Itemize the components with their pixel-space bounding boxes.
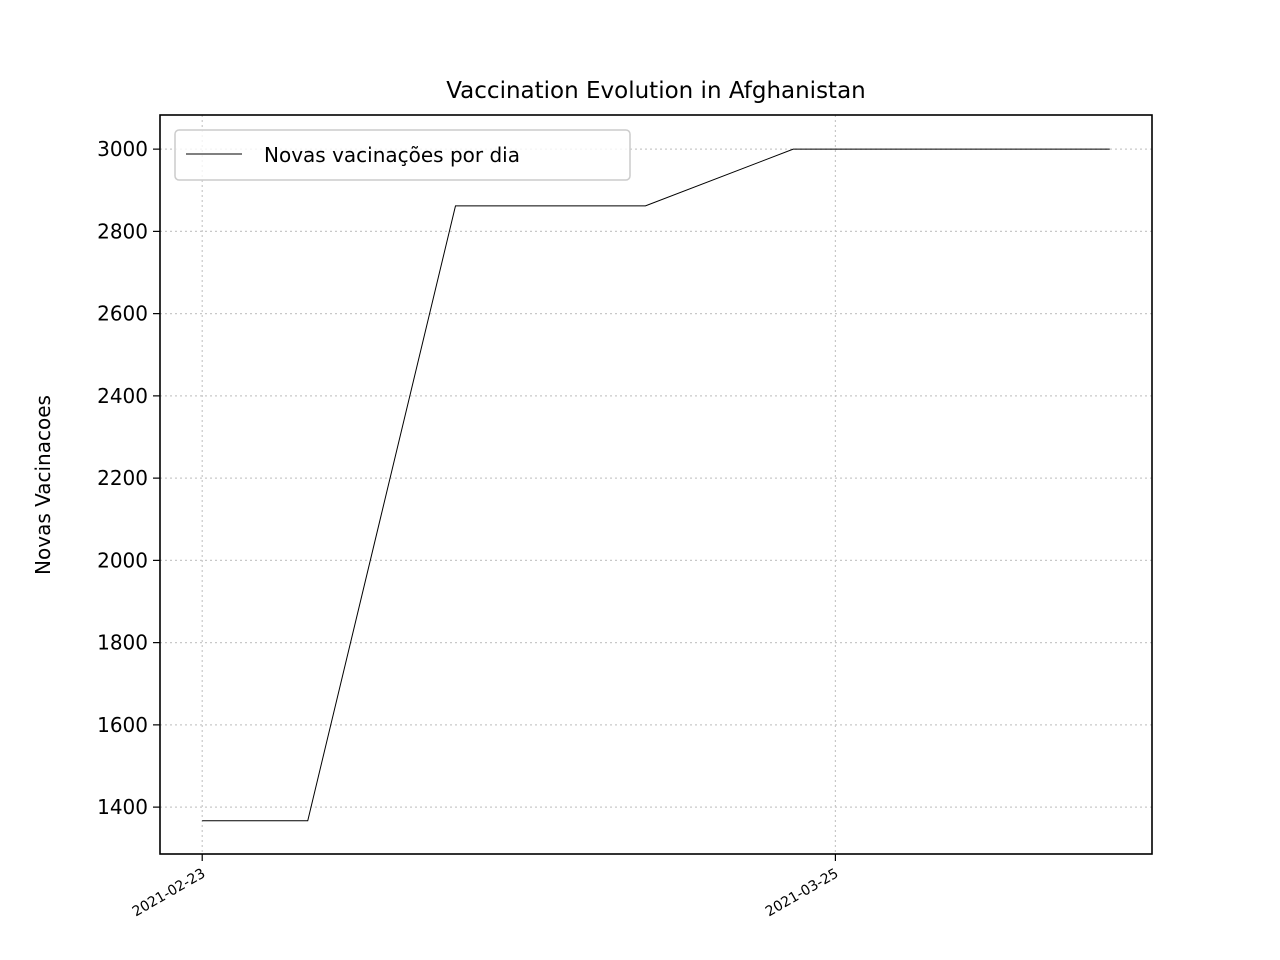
data-line	[202, 148, 1110, 822]
y-tick-label: 2800	[97, 219, 148, 243]
y-tick-label: 2600	[97, 302, 148, 326]
y-tick-label: 1800	[97, 631, 148, 655]
y-tick-label: 1600	[97, 713, 148, 737]
plot-frame	[159, 114, 1153, 855]
y-tick-label: 2000	[97, 548, 148, 572]
y-tick-label: 2400	[97, 384, 148, 408]
y-tick-label: 2200	[97, 466, 148, 490]
chart-title: Vaccination Evolution in Afghanistan	[446, 78, 866, 104]
legend-label: Novas vacinações por dia	[264, 143, 520, 167]
y-tick-label: 1400	[97, 795, 148, 819]
y-axis-label: Novas Vacinacoes	[31, 395, 55, 575]
legend: Novas vacinações por dia	[174, 129, 631, 181]
legend-box	[174, 129, 631, 181]
y-tick-label: 3000	[97, 137, 148, 161]
